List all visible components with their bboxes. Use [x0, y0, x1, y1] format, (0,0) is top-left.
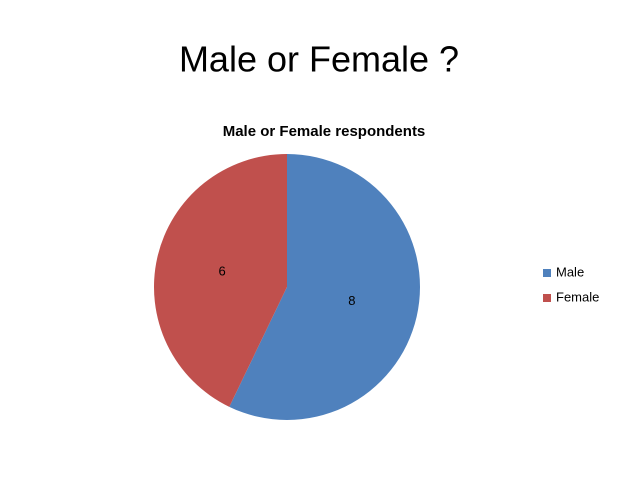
data-label: 6: [219, 264, 226, 279]
legend-swatch: [543, 269, 551, 277]
chart-title: Male or Female respondents: [223, 123, 426, 140]
legend-label: Female: [556, 289, 599, 304]
pie-slice: [229, 154, 420, 420]
pie-slice: [153, 154, 287, 407]
slide-title: Male or Female ?: [179, 39, 459, 80]
legend-swatch: [543, 294, 551, 302]
legend-label: Male: [556, 264, 584, 279]
data-label: 8: [348, 293, 355, 308]
